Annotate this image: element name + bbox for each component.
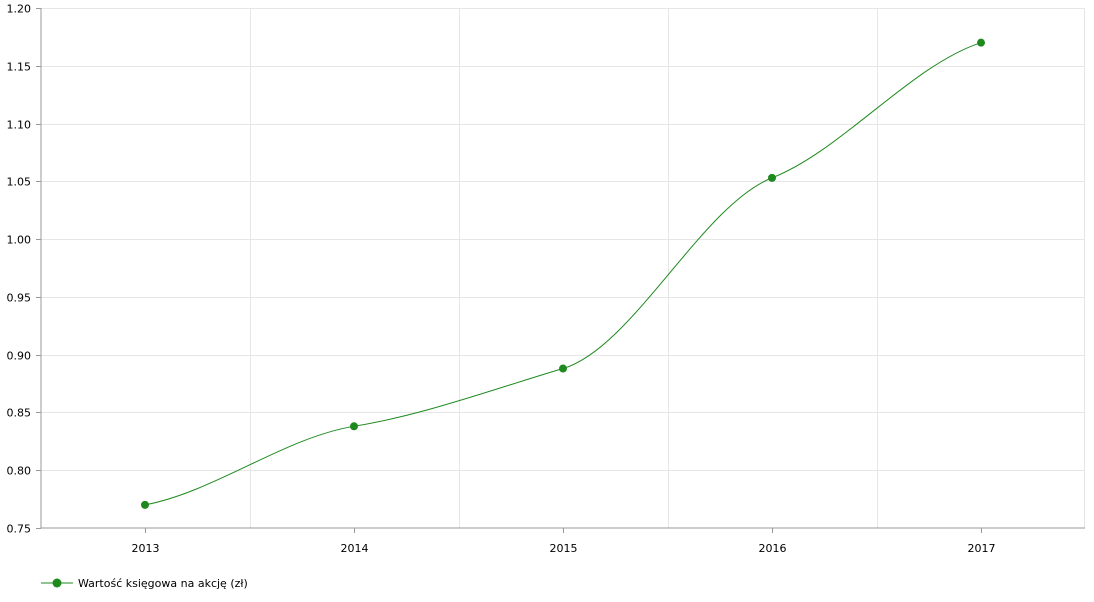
legend-dot-marker: [52, 578, 62, 588]
y-tick-label: 0.95: [7, 292, 32, 305]
y-tick-label: 0.80: [7, 465, 32, 478]
x-tick-label: 2016: [759, 542, 787, 555]
x-tick-label: 2017: [968, 542, 996, 555]
legend-label: Wartość księgowa na akcję (zł): [78, 577, 248, 590]
axes: [40, 8, 1085, 529]
series-line: [144, 42, 982, 506]
data-point: [768, 173, 776, 182]
data-point: [350, 422, 358, 431]
y-tick-label: 1.20: [7, 3, 32, 16]
y-tick-label: 1.10: [7, 119, 32, 132]
y-tick-label: 0.75: [7, 523, 32, 536]
y-tick-labels: 0.75 0.80 0.85 0.90 0.95 1.00 1.05 1.10 1.15 1.20: [7, 3, 32, 536]
x-tick-label: 2013: [132, 542, 160, 555]
data-point: [559, 364, 567, 373]
series-layer: [141, 38, 985, 509]
y-tick-label: 0.85: [7, 407, 32, 420]
x-tick-labels: 2013 2014 2015 2016 2017: [132, 528, 996, 555]
y-tick-label: 1.15: [7, 61, 32, 74]
y-tick-label: 1.05: [7, 176, 32, 189]
x-tick-label: 2015: [550, 542, 578, 555]
data-point: [141, 500, 149, 509]
legend[interactable]: Wartość księgowa na akcję (zł): [41, 577, 248, 590]
y-tick-label: 1.00: [7, 234, 32, 247]
grid: [36, 8, 1085, 529]
y-tick-label: 0.90: [7, 350, 32, 363]
data-point: [977, 38, 985, 47]
x-tick-label: 2014: [341, 542, 369, 555]
